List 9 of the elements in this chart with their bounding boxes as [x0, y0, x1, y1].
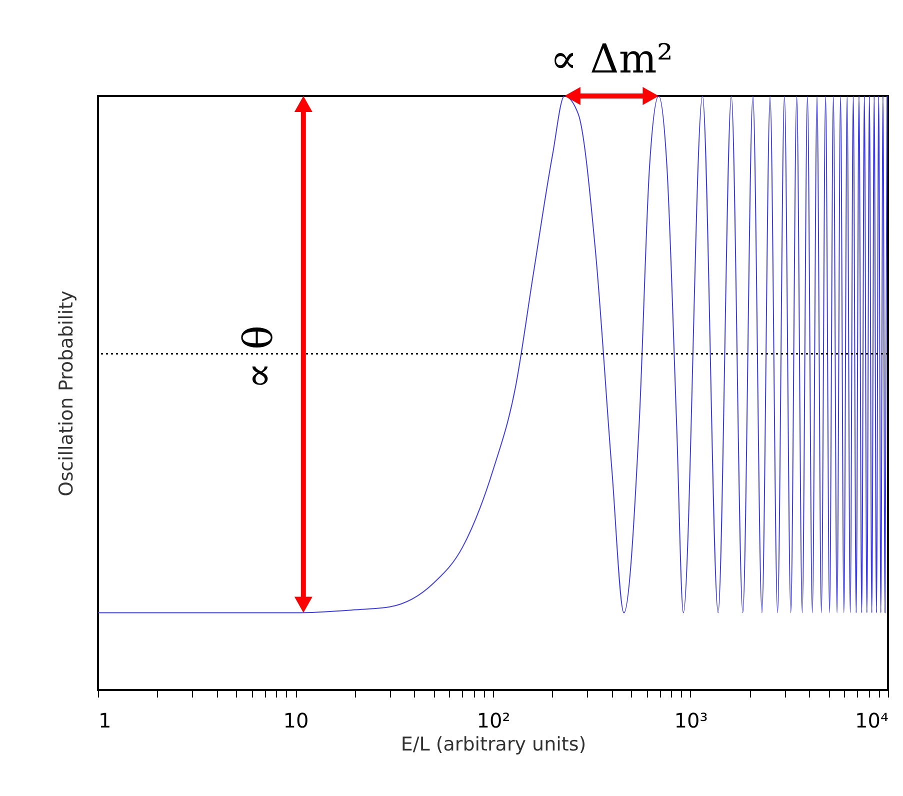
x-tick-label: 10⁴ — [855, 708, 888, 732]
x-tick-label: 10² — [476, 708, 510, 732]
text: ∝ Δm² — [550, 36, 673, 82]
y-axis-title: Oscillation Probability — [56, 290, 78, 496]
x-tick-label: 1 — [98, 708, 112, 732]
annotation: ∝ θ — [236, 325, 282, 390]
x-tick-label: 10 — [283, 708, 309, 732]
x-axis-title: E/L (arbitrary units) — [400, 734, 586, 756]
x-tick-label: 10³ — [674, 708, 708, 732]
